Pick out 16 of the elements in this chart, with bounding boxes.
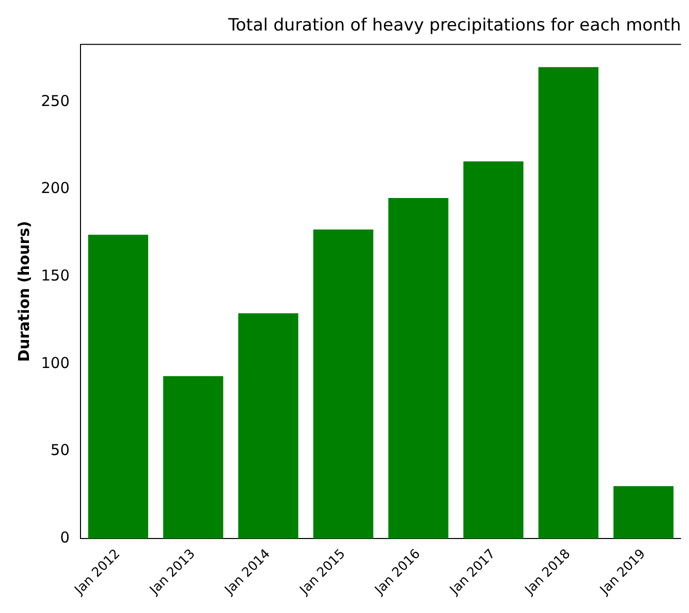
bar — [238, 313, 298, 538]
y-tick-label: 0 — [60, 528, 70, 546]
bar — [313, 229, 374, 538]
y-tick-label: 150 — [40, 266, 70, 284]
bar — [613, 486, 674, 538]
y-tick-label: 250 — [40, 92, 70, 110]
bar — [538, 67, 598, 538]
y-axis-title: Duration (hours) — [14, 221, 33, 362]
bar — [88, 234, 148, 538]
y-tick-label: 100 — [40, 354, 70, 372]
bar — [388, 198, 448, 538]
y-tick-label: 50 — [50, 441, 70, 460]
bar — [163, 376, 224, 538]
chart-title: Total duration of heavy precipitations for each month — [227, 16, 681, 36]
bar — [463, 161, 524, 538]
y-tick-label: 200 — [40, 179, 70, 198]
